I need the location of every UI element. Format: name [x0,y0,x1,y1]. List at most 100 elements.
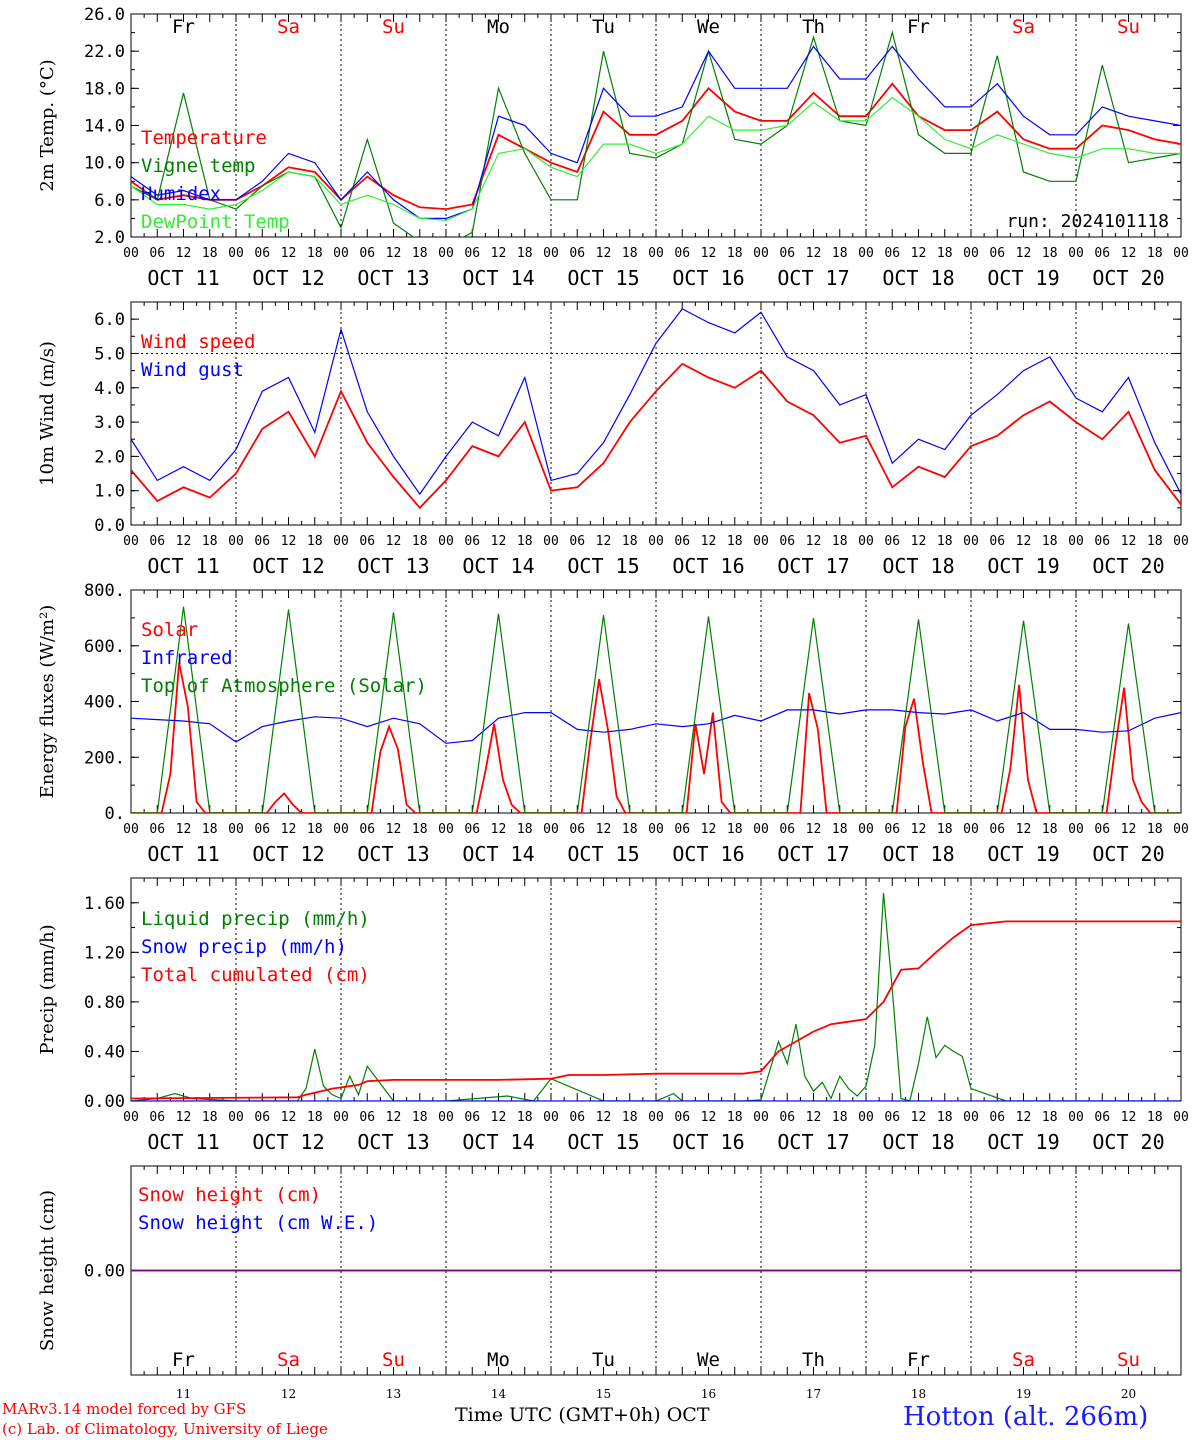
y-tick-label: 0.40 [84,1042,125,1062]
hour-tick-label: 00 [963,534,979,549]
hour-tick-label: 06 [464,1110,480,1125]
day-name-top: Sa [277,16,300,38]
hour-tick-label: 12 [806,534,822,549]
date-label: OCT 19 [987,554,1059,578]
hour-tick-label: 18 [727,534,743,549]
hour-tick-label: 00 [1068,534,1084,549]
hour-tick-label: 06 [674,246,690,261]
series-line [131,709,1181,744]
hour-tick-label: 18 [1042,1110,1058,1125]
hour-tick-label: 00 [438,246,454,261]
hour-tick-label: 00 [228,246,244,261]
hour-tick-label: 00 [123,246,139,261]
hour-tick-label: 06 [359,246,375,261]
y-axis-title: Precip (mm/h) [37,924,58,1054]
hour-tick-label: 12 [281,822,297,837]
date-label: OCT 20 [1092,554,1164,578]
hour-tick-label: 18 [517,534,533,549]
hour-tick-label: 12 [176,822,192,837]
hour-tick-label: 12 [176,534,192,549]
hour-tick-label: 12 [911,534,927,549]
model-credit: MARv3.14 model forced by GFS [2,1400,247,1418]
hour-tick-label: 00 [858,534,874,549]
hour-tick-label: 18 [1147,1110,1163,1125]
y-tick-label: 0.00 [84,1092,125,1112]
hour-tick-label: 06 [884,822,900,837]
y-tick-label: 200. [84,748,125,768]
hour-tick-label: 00 [228,534,244,549]
date-label: OCT 14 [462,842,534,866]
hour-tick-label: 06 [464,822,480,837]
hour-tick-label: 06 [1094,1110,1110,1125]
date-label: OCT 15 [567,266,639,290]
day-name-top: Mo [487,16,510,38]
date-label: OCT 18 [882,1130,954,1154]
hour-tick-label: 00 [543,1110,559,1125]
date-label: OCT 17 [777,842,849,866]
hour-tick-label: 06 [779,534,795,549]
hour-tick-label: 18 [202,1110,218,1125]
legend-entry: Temperature [141,127,267,149]
hour-tick-label: 12 [491,246,507,261]
hour-tick-label: 06 [359,534,375,549]
panel-4: 0.00 0.40 0.80 1.20 1.60 Precip (mm/h) 00 06 12 1… [37,877,1189,1154]
legend-entry: Liquid precip (mm/h) [141,908,370,930]
date-label: OCT 12 [252,554,324,578]
hour-tick-label: 06 [1094,822,1110,837]
hour-tick-label: 00 [648,534,664,549]
hour-tick-label: 18 [307,822,323,837]
hour-tick-label: 18 [412,246,428,261]
hour-tick-label: 18 [937,1110,953,1125]
hour-tick-label: 18 [832,1110,848,1125]
y-tick-label: 4.0 [94,379,125,399]
hour-tick-label: 12 [911,1110,927,1125]
hour-tick-label: 00 [1173,246,1189,261]
hour-tick-label: 06 [884,534,900,549]
hour-tick-label: 06 [359,1110,375,1125]
y-tick-label: 0.0 [94,516,125,536]
day-name-bottom: Mo [487,1349,510,1371]
hour-tick-label: 18 [832,822,848,837]
series-line [131,45,1181,219]
hour-tick-label: 18 [937,822,953,837]
hour-tick-label: 06 [569,1110,585,1125]
hour-tick-label: 06 [254,534,270,549]
hour-tick-label: 06 [254,822,270,837]
hour-tick-label: 00 [333,534,349,549]
hour-tick-label: 00 [123,1110,139,1125]
hour-tick-label: 12 [596,822,612,837]
hour-tick-label: 00 [1068,1110,1084,1125]
hour-tick-label: 06 [674,534,690,549]
hour-tick-label: 06 [989,822,1005,837]
series-line [131,96,1181,221]
date-label: OCT 13 [357,266,429,290]
hour-tick-label: 06 [464,534,480,549]
hour-tick-label: 06 [149,246,165,261]
hour-tick-label: 06 [1094,534,1110,549]
hour-tick-label: 18 [412,822,428,837]
hour-tick-label: 00 [753,246,769,261]
date-label: OCT 20 [1092,1130,1164,1154]
hour-tick-label: 18 [622,822,638,837]
y-axis-title: 10m Wind (m/s) [37,341,58,486]
hour-tick-label: 12 [386,246,402,261]
series-line [131,662,1181,813]
day-number-label: 18 [911,1387,926,1401]
hour-tick-label: 18 [307,1110,323,1125]
hour-tick-label: 06 [1094,246,1110,261]
hour-tick-label: 06 [254,246,270,261]
day-name-top: Su [1117,16,1140,38]
hour-tick-label: 12 [1121,246,1137,261]
date-label: OCT 13 [357,554,429,578]
hour-tick-label: 12 [701,1110,717,1125]
hour-tick-label: 00 [648,822,664,837]
y-tick-label: 800. [84,581,125,601]
hour-tick-label: 06 [569,246,585,261]
hour-tick-label: 12 [806,822,822,837]
hour-tick-label: 00 [963,1110,979,1125]
date-label: OCT 16 [672,1130,744,1154]
date-label: OCT 15 [567,842,639,866]
date-label: OCT 15 [567,554,639,578]
date-label: OCT 17 [777,1130,849,1154]
